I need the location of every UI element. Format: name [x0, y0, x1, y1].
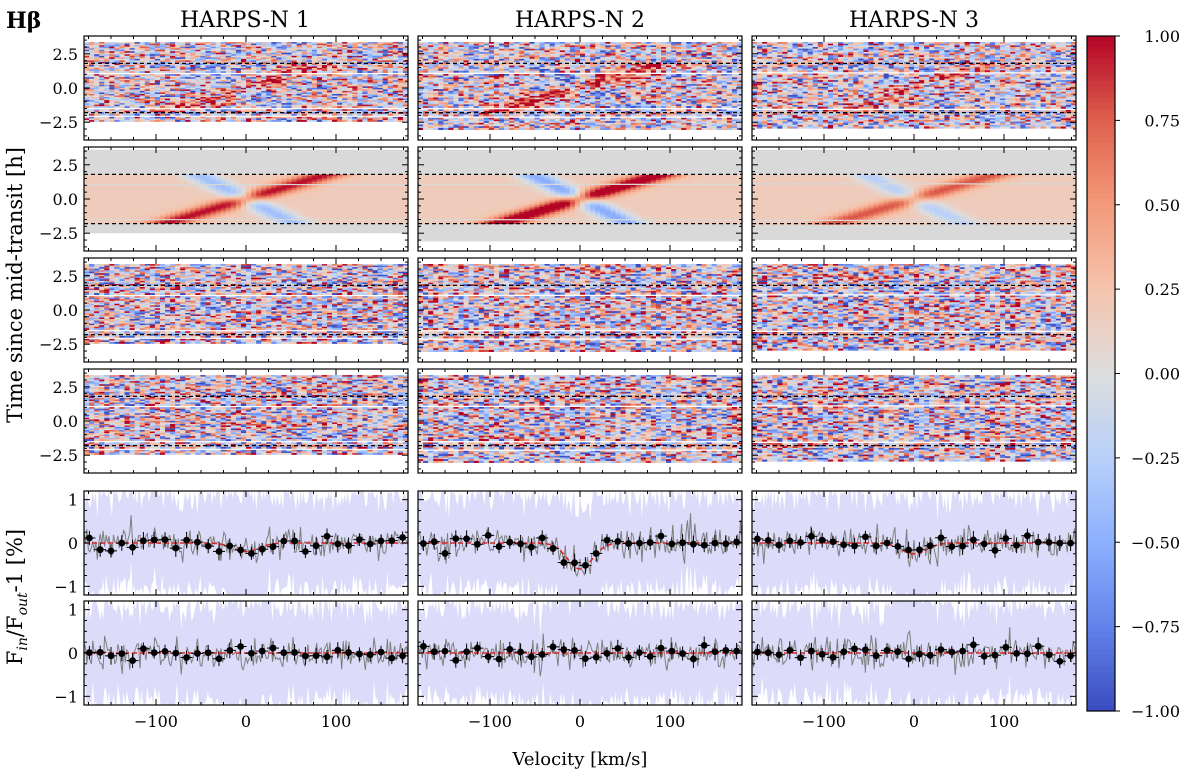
heatmap-cell — [388, 71, 393, 73]
heatmap-cell — [89, 71, 94, 73]
heatmap-cell — [297, 71, 302, 73]
heatmap-cell — [398, 71, 403, 73]
heatmap-cell — [347, 71, 352, 73]
heatmap-cell — [211, 71, 216, 73]
heatmap-cell — [302, 71, 307, 73]
heatmap-cell — [150, 71, 155, 73]
heatmap-cell — [342, 71, 347, 73]
heatmap-cell — [180, 71, 185, 73]
heatmap-cell — [140, 71, 145, 73]
heatmap-cell — [261, 71, 266, 73]
heatmap-cell — [155, 71, 160, 73]
heatmap-cell — [226, 71, 231, 73]
heatmap-cell — [130, 71, 135, 73]
heatmap-cell — [378, 71, 383, 73]
heatmap-cell — [292, 71, 297, 73]
heatmap-cell — [170, 71, 175, 73]
heatmap-cell — [327, 71, 332, 73]
heatmap-cell — [145, 71, 150, 73]
heatmap-cell — [362, 71, 367, 73]
heatmap-cell — [221, 71, 226, 73]
heatmap-cell — [84, 71, 89, 73]
heatmap-cell — [190, 71, 195, 73]
heatmap-cell — [271, 71, 276, 73]
heatmap-cell — [206, 71, 211, 73]
heatmap-cell — [287, 71, 292, 73]
heatmap-cell — [185, 71, 190, 73]
heatmap-cell — [393, 71, 398, 73]
heatmap-panel-r1-c1 — [84, 42, 408, 122]
heatmap-cell — [266, 71, 271, 73]
heatmap-cell — [256, 71, 261, 73]
heatmap-cell — [160, 71, 165, 73]
heatmap-cell — [241, 71, 246, 73]
heatmap-cell — [135, 71, 140, 73]
heatmap-cell — [175, 71, 180, 73]
heatmap-cell — [236, 71, 241, 73]
heatmap-cell — [373, 71, 378, 73]
heatmap-cell — [322, 71, 327, 73]
heatmap-cell — [114, 71, 119, 73]
heatmap-cell — [165, 71, 170, 73]
heatmap-cell — [231, 71, 236, 73]
heatmap-cell — [368, 71, 373, 73]
heatmap-cell — [317, 71, 322, 73]
heatmap-cell — [246, 71, 251, 73]
heatmap-cell — [195, 71, 200, 73]
heatmap-cell — [383, 71, 388, 73]
heatmap-cell — [352, 71, 357, 73]
heatmap-cell — [337, 71, 342, 73]
heatmap-cell — [312, 71, 317, 73]
heatmap-cell — [276, 71, 281, 73]
heatmap-cell — [125, 71, 130, 73]
heatmap-cell — [357, 71, 362, 73]
heatmap-cell — [94, 71, 99, 73]
heatmap-cell — [119, 71, 124, 73]
heatmap-cell — [251, 71, 256, 73]
heatmap-cell — [216, 71, 221, 73]
heatmap-cell — [200, 71, 205, 73]
heatmap-cell — [109, 71, 114, 73]
heatmap-cell — [99, 71, 104, 73]
heatmap-cell — [281, 71, 286, 73]
figure: 2.50.0−2.52.50.0−2.52.50.0−2.52.50.0−2.5… — [0, 0, 1200, 774]
heatmap-cell — [104, 71, 109, 73]
heatmap-cell — [307, 71, 312, 73]
heatmap-cell — [332, 71, 337, 73]
